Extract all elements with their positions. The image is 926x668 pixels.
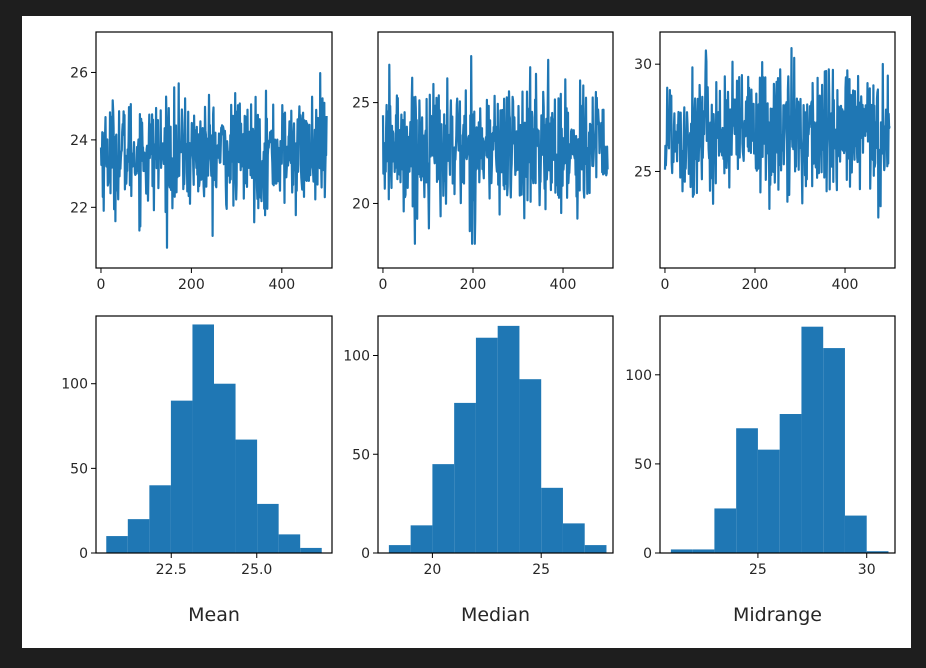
histogram-bar — [844, 515, 867, 553]
histogram-bar — [388, 545, 411, 553]
axes-frame — [377, 31, 614, 269]
x-axis-label: Median — [461, 604, 530, 626]
y-tick-label: 22 — [70, 200, 88, 216]
y-tick-label: 25 — [634, 164, 652, 180]
histogram-bar — [235, 439, 258, 553]
x-tick-label: 0 — [378, 277, 387, 293]
axes-frame — [659, 315, 896, 554]
series-line — [99, 71, 328, 249]
x-tick-label: 25 — [532, 562, 550, 578]
histogram-bar — [192, 324, 214, 553]
histogram-bar — [278, 534, 301, 553]
y-tick-label: 100 — [343, 349, 370, 365]
y-tick-label: 50 — [352, 447, 370, 463]
x-tick-label: 400 — [550, 277, 577, 293]
x-tick-label: 200 — [460, 277, 487, 293]
histogram-bar — [170, 400, 193, 553]
histogram-bar — [454, 402, 476, 553]
histogram-bar — [562, 523, 585, 554]
histogram-bar — [714, 508, 737, 553]
series-line — [663, 46, 891, 219]
x-tick-label: 30 — [858, 562, 876, 578]
axes-frame — [95, 31, 333, 269]
x-axis-label: Mean — [188, 604, 240, 626]
x-tick-label: 25.0 — [241, 562, 272, 578]
subplot-2: 0 200 400 20 25 — [352, 31, 614, 293]
histogram-bar — [497, 325, 520, 554]
x-tick-label: 20 — [423, 562, 441, 578]
subplot-3: 0 200 400 25 30 — [634, 31, 896, 293]
axes-frame — [377, 315, 614, 554]
histogram-bar — [519, 379, 542, 553]
x-axis-label: Midrange — [733, 604, 822, 626]
histogram-bar — [432, 464, 455, 554]
y-tick-label: 0 — [643, 546, 652, 562]
y-tick-label: 100 — [61, 377, 88, 393]
histogram-bar — [757, 449, 780, 553]
y-tick-label: 25 — [352, 96, 370, 112]
y-tick-label: 0 — [361, 546, 370, 562]
y-tick-label: 100 — [625, 368, 652, 384]
subplot-5: 20 25 0 50 100 Median — [343, 315, 614, 626]
x-tick-label: 25 — [749, 562, 767, 578]
histogram-bar — [541, 487, 563, 553]
y-tick-label: 50 — [634, 457, 652, 473]
histogram-bar — [214, 383, 236, 553]
y-tick-label: 30 — [634, 57, 652, 73]
x-tick-label: 22.5 — [156, 562, 187, 578]
histogram-bar — [866, 551, 889, 553]
axes-frame — [659, 31, 896, 269]
x-tick-label: 0 — [660, 277, 669, 293]
histogram-bar — [692, 549, 715, 553]
subplot-1: 0 200 400 22 24 26 — [70, 31, 333, 293]
y-tick-label: 20 — [352, 196, 370, 212]
x-tick-label: 400 — [832, 277, 859, 293]
x-tick-label: 200 — [178, 277, 205, 293]
histogram-bar — [823, 348, 845, 553]
subplot-6: 25 30 0 50 100 Midrange — [625, 315, 896, 626]
x-tick-label: 0 — [97, 277, 106, 293]
x-tick-label: 200 — [742, 277, 769, 293]
histogram-bar — [127, 519, 150, 553]
histogram-bar — [670, 549, 693, 553]
histogram-bar — [257, 503, 279, 553]
axes-frame — [95, 315, 333, 554]
histogram-bar — [779, 414, 802, 553]
x-tick-label: 400 — [268, 277, 295, 293]
histogram-bar — [801, 326, 824, 553]
histogram-bar — [410, 525, 433, 553]
histogram-bar — [106, 536, 128, 553]
histogram-bar — [475, 337, 498, 553]
y-tick-label: 24 — [70, 133, 88, 149]
histogram-bar — [584, 545, 607, 553]
y-tick-label: 26 — [70, 65, 88, 81]
y-tick-label: 50 — [70, 461, 88, 477]
subplot-4: 22.5 25.0 0 50 100 Mean — [61, 315, 333, 626]
histogram-bar — [736, 428, 758, 553]
series-line — [381, 54, 609, 245]
y-tick-label: 0 — [79, 546, 88, 562]
histogram-bar — [149, 485, 171, 553]
histogram-bar — [300, 547, 322, 553]
